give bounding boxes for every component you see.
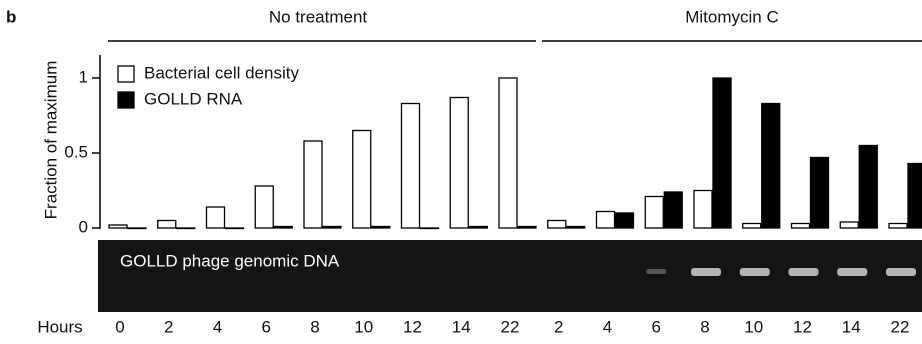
bar [128,228,146,229]
bar [840,222,858,228]
chart: b No treatment Mitomycin C Fraction of m… [0,0,922,344]
bar [158,221,176,229]
gel-band [740,268,770,276]
bar [743,224,761,229]
x-tick-label: 4 [603,317,612,336]
bar [889,224,907,229]
gel-band [886,268,916,276]
x-tick-label: 12 [793,317,812,336]
y-axis-label: Fraction of maximum [41,61,60,220]
bar [469,227,487,229]
x-tick-label: 10 [354,317,373,336]
bar [762,104,780,229]
bar [402,104,420,229]
x-tick-label: 0 [115,317,124,336]
bar [664,192,682,228]
gel-label: GOLLD phage genomic DNA [120,251,340,270]
y-tick-label: 1 [79,67,88,86]
bar [694,191,712,229]
bar [207,207,225,228]
bar [597,212,615,229]
gel-band [646,269,666,274]
gel-band [789,268,819,276]
bar [421,228,439,229]
bar [353,131,371,229]
x-axis-label: Hours [37,317,82,336]
bar [859,146,877,229]
x-tick-label: 8 [700,317,709,336]
x-tick-label: 14 [452,317,471,336]
x-tick-label: 2 [164,317,173,336]
y-tick-label: 0.5 [64,142,88,161]
bar [177,228,195,229]
bar [548,221,566,229]
bar [450,98,468,229]
group-label: No treatment [269,7,368,26]
y-tick-label: 0 [79,217,88,236]
x-tick-label: 6 [262,317,271,336]
bar [645,197,663,229]
x-tick-label: 10 [744,317,763,336]
legend-swatch [118,92,134,108]
bar [616,213,634,228]
x-tick-label: 22 [891,317,910,336]
x-tick-label: 8 [310,317,319,336]
bar [109,225,127,228]
x-tick-label: 2 [554,317,563,336]
bar [792,224,810,229]
bar [226,228,244,229]
gel-band [691,268,721,276]
bar [274,227,292,229]
page: b No treatment Mitomycin C Fraction of m… [0,0,922,344]
bar [567,227,585,229]
bar [323,227,341,229]
x-tick-label: 22 [501,317,520,336]
bar [372,227,390,229]
bar [713,78,731,228]
legend-swatch [118,66,134,82]
bar [499,78,517,228]
x-tick-label: 6 [652,317,661,336]
x-tick-label: 12 [403,317,422,336]
bar [811,158,829,229]
bar [304,141,322,228]
legend-label: Bacterial cell density [144,63,299,82]
x-tick-label: 14 [842,317,861,336]
legend-label: GOLLD RNA [144,89,243,108]
group-label: Mitomycin C [685,7,779,26]
x-tick-label: 4 [213,317,222,336]
bar [255,186,273,228]
gel-band [837,268,867,276]
panel-label: b [6,7,16,26]
bar [908,164,922,229]
bar [518,227,536,229]
